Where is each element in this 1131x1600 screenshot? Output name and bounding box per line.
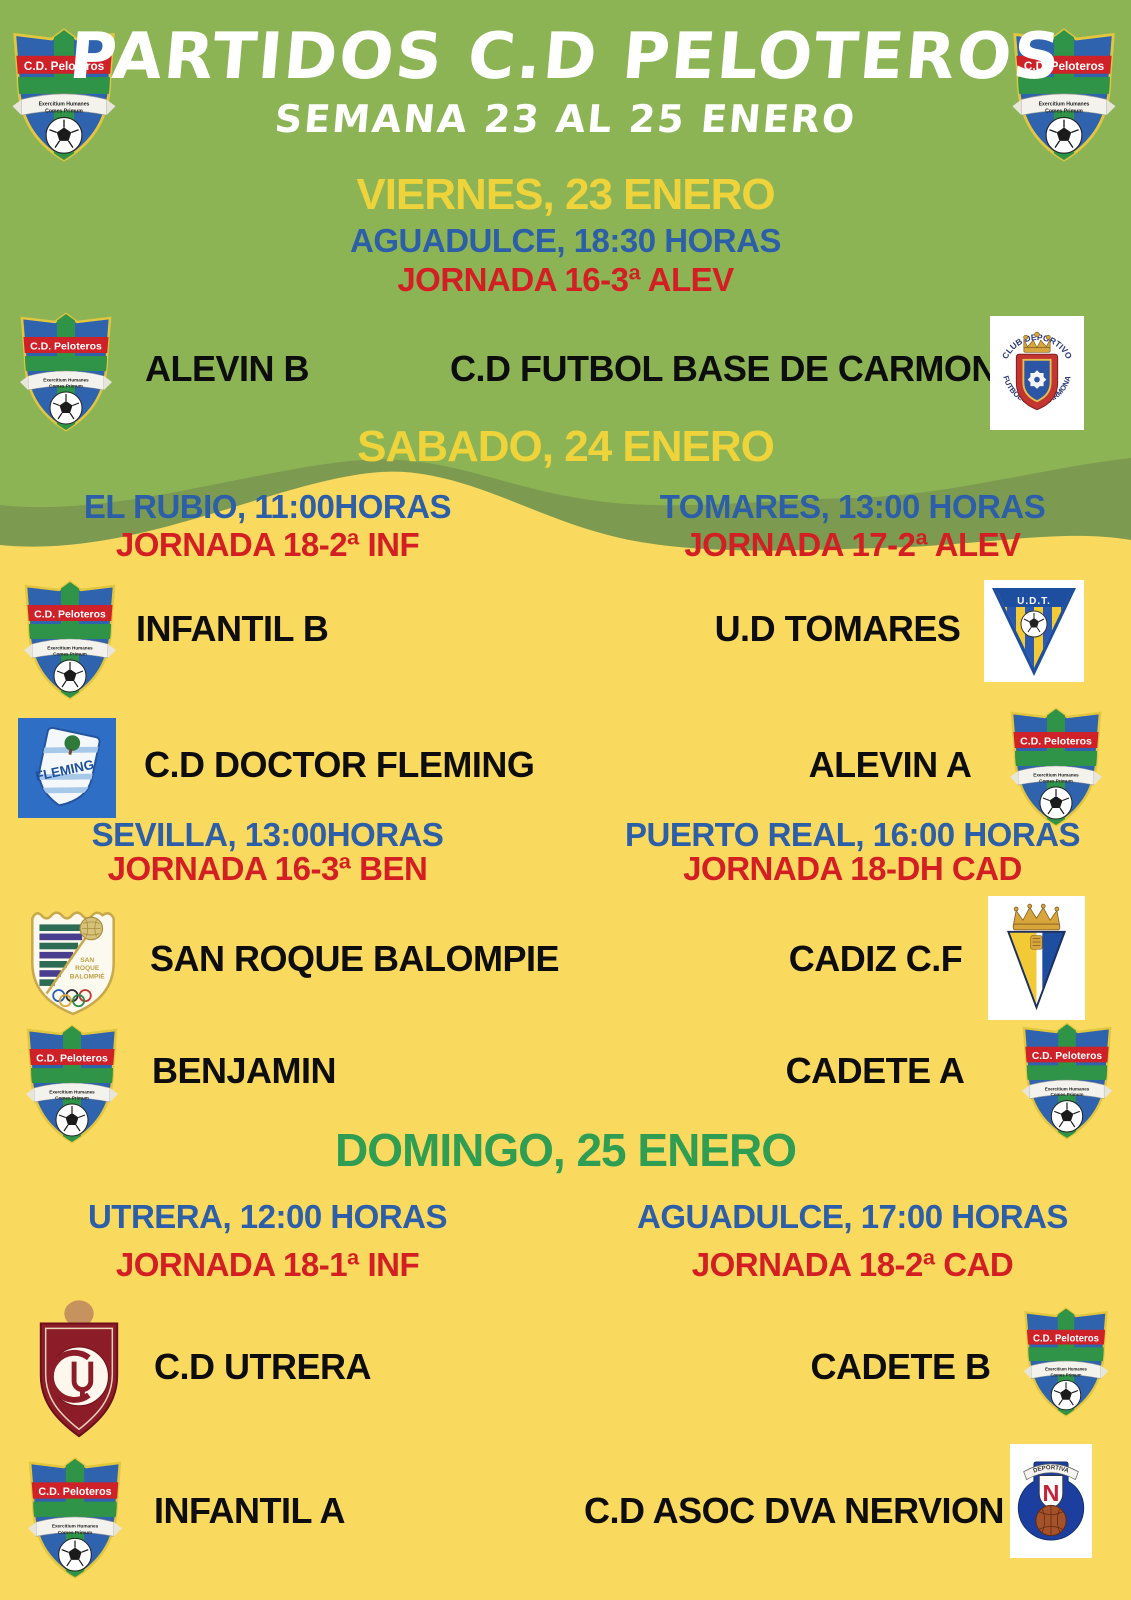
team-label-infantil-a: INFANTIL A xyxy=(154,1490,346,1531)
team-label-alevin-b: ALEVIN B xyxy=(145,348,310,389)
badge-peloteros-cadete-b xyxy=(1020,1298,1112,1426)
badge-asoc-dva-nervion xyxy=(1010,1444,1092,1558)
team-label-carmona: C.D FUTBOL BASE DE CARMONA xyxy=(450,348,1023,389)
team-label-cadete-b: CADETE B xyxy=(810,1346,991,1387)
team-label-cadete-a: CADETE A xyxy=(785,1050,965,1091)
venue-sevilla-1300: SEVILLA, 13:00HORAS xyxy=(91,816,444,853)
venue-el-rubio-1100: EL RUBIO, 11:00HORAS xyxy=(83,488,452,525)
team-label-alevin-a: ALEVIN A xyxy=(808,744,972,785)
badge-peloteros-alevin-b xyxy=(16,312,116,432)
badge-san-roque xyxy=(22,900,124,1020)
badge-cd-utrera xyxy=(30,1298,128,1442)
team-label-doctor-fleming: C.D DOCTOR FLEMING xyxy=(144,744,535,785)
venue-tomares-1300: TOMARES, 13:00 HORAS xyxy=(659,488,1046,525)
team-label-infantil-b: INFANTIL B xyxy=(136,608,329,649)
team-label-cadiz: CADIZ C.F xyxy=(788,938,963,979)
day-header-sabado: SABADO, 24 ENERO xyxy=(357,422,775,471)
jornada-18-1-inf: JORNADA 18-1ª INF xyxy=(115,1246,420,1283)
venue-aguadulce-1700: AGUADULCE, 17:00 HORAS xyxy=(637,1198,1068,1235)
team-label-san-roque: SAN ROQUE BALOMPIE xyxy=(150,938,560,979)
team-label-ud-tomares: U.D TOMARES xyxy=(714,608,961,649)
team-label-cd-utrera: C.D UTRERA xyxy=(154,1346,372,1387)
badge-ud-tomares xyxy=(984,580,1084,682)
jornada-18-dh-cad: JORNADA 18-DH CAD xyxy=(683,850,1022,887)
green-section xyxy=(0,0,1131,508)
team-label-benjamin: BENJAMIN xyxy=(152,1050,337,1091)
venue-aguadulce-1830: AGUADULCE, 18:30 HORAS xyxy=(350,222,781,259)
badge-cadiz-cf xyxy=(988,896,1085,1020)
badge-doctor-fleming xyxy=(18,718,116,818)
poster-title: PARTIDOS C.D PELOTEROS xyxy=(66,20,1065,94)
day-header-domingo: DOMINGO, 25 ENERO xyxy=(335,1124,797,1176)
team-label-nervion: C.D ASOC DVA NERVION xyxy=(583,1490,1005,1531)
jornada-16-3-alev: JORNADA 16-3ª ALEV xyxy=(397,261,734,298)
poster-subtitle: SEMANA 23 AL 25 ENERO xyxy=(272,97,859,141)
badge-peloteros-infantil-b xyxy=(20,578,120,702)
venue-utrera-1200: UTRERA, 12:00 HORAS xyxy=(87,1198,448,1235)
badge-peloteros-infantil-a xyxy=(24,1452,126,1584)
venue-puerto-real-1600: PUERTO REAL, 16:00 HORAS xyxy=(625,816,1081,853)
jornada-18-2-cad: JORNADA 18-2ª CAD xyxy=(691,1246,1014,1283)
jornada-18-2-inf: JORNADA 18-2ª INF xyxy=(115,526,420,563)
badge-futbol-base-carmona xyxy=(990,316,1084,430)
jornada-17-2-alev: JORNADA 17-2ª ALEV xyxy=(684,526,1021,563)
jornada-16-3-ben: JORNADA 16-3ª BEN xyxy=(107,850,428,887)
badge-peloteros-cadete-a xyxy=(1018,1020,1116,1142)
day-header-viernes: VIERNES, 23 ENERO xyxy=(356,170,775,219)
badge-peloteros-alevin-a xyxy=(1006,702,1106,832)
